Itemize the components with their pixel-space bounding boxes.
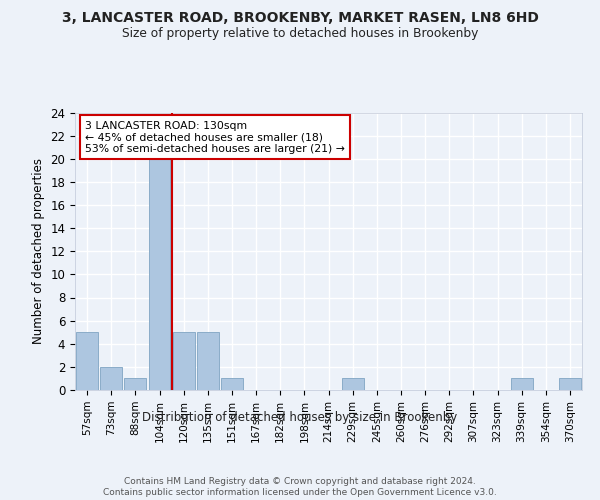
Bar	[100, 367, 122, 390]
Bar	[511, 378, 533, 390]
Bar	[149, 159, 170, 390]
Bar	[124, 378, 146, 390]
Bar	[342, 378, 364, 390]
Text: Contains HM Land Registry data © Crown copyright and database right 2024.
Contai: Contains HM Land Registry data © Crown c…	[103, 478, 497, 497]
Bar	[76, 332, 98, 390]
Bar	[221, 378, 243, 390]
Text: Size of property relative to detached houses in Brookenby: Size of property relative to detached ho…	[122, 28, 478, 40]
Text: Distribution of detached houses by size in Brookenby: Distribution of detached houses by size …	[142, 411, 458, 424]
Bar	[173, 332, 194, 390]
Text: 3 LANCASTER ROAD: 130sqm
← 45% of detached houses are smaller (18)
53% of semi-d: 3 LANCASTER ROAD: 130sqm ← 45% of detach…	[85, 121, 345, 154]
Y-axis label: Number of detached properties: Number of detached properties	[32, 158, 45, 344]
Text: 3, LANCASTER ROAD, BROOKENBY, MARKET RASEN, LN8 6HD: 3, LANCASTER ROAD, BROOKENBY, MARKET RAS…	[62, 11, 538, 25]
Bar	[559, 378, 581, 390]
Bar	[197, 332, 218, 390]
